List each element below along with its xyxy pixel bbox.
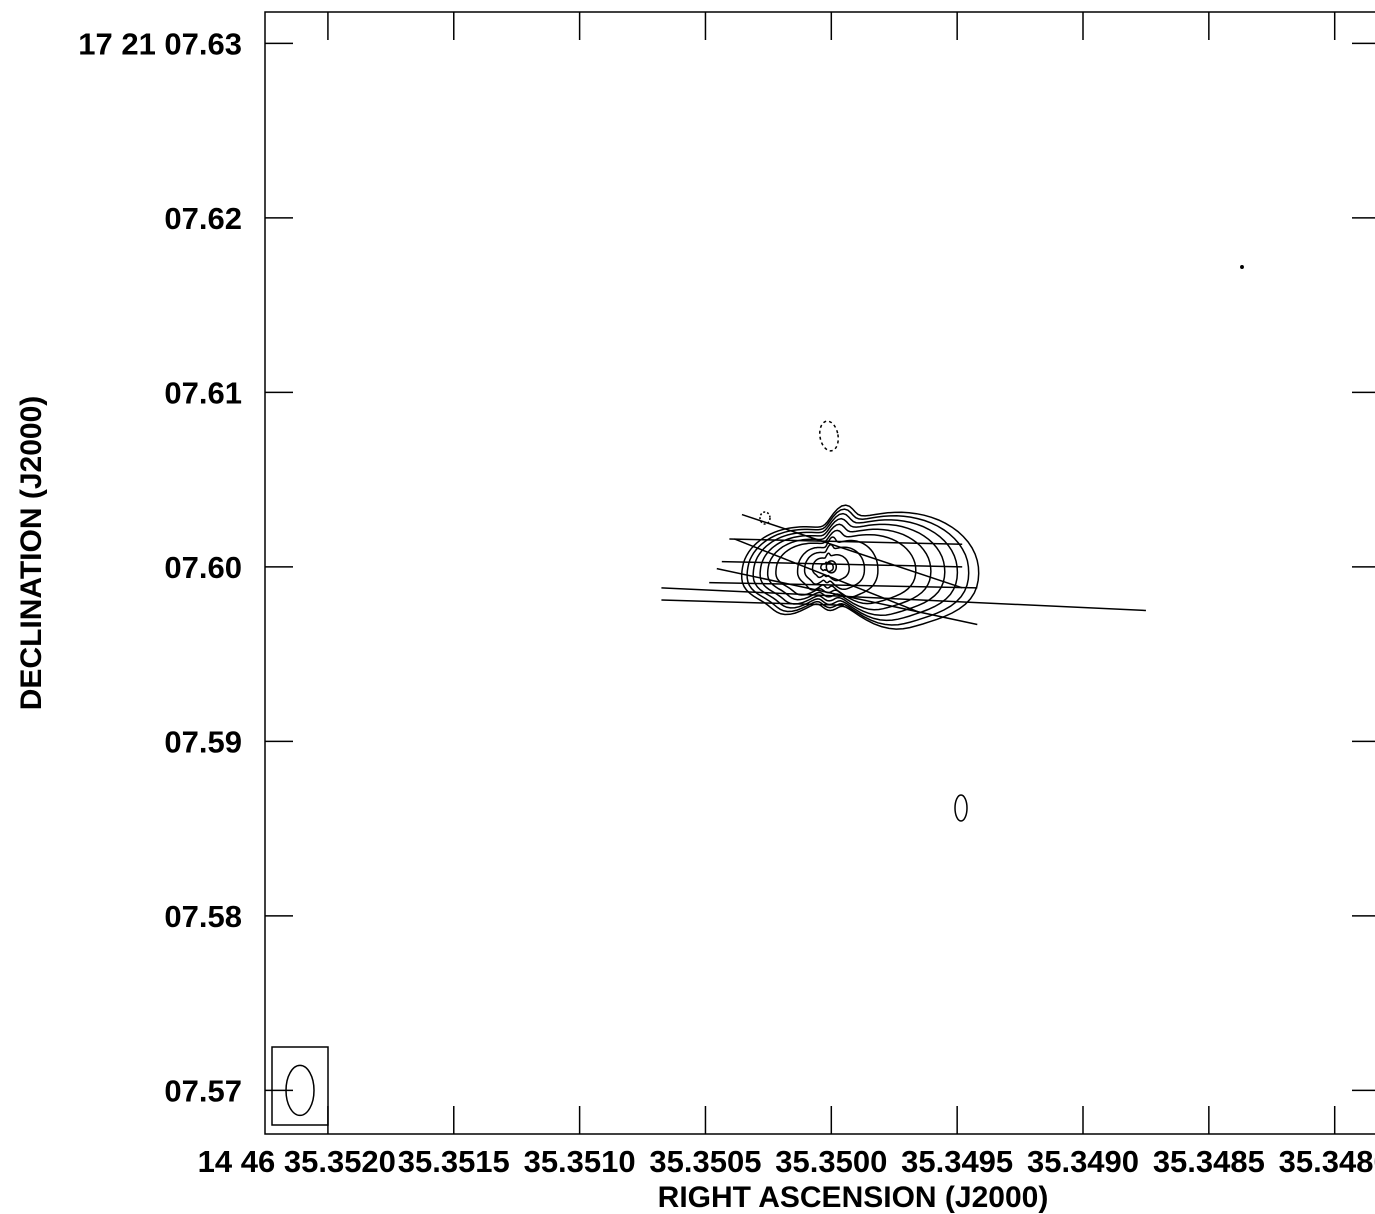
y-tick-label: 07.58 [164, 899, 242, 934]
x-tick-label: 35.3500 [775, 1144, 887, 1179]
polarization-vector [741, 513, 963, 589]
plot-frame [264, 11, 1375, 1135]
beam-frame [271, 1046, 329, 1126]
y-tick-label: 07.60 [164, 550, 242, 585]
beam-ellipse [285, 1064, 315, 1117]
noise-contours [759, 265, 1244, 822]
y-tick-labels: 17 21 07.63 07.62 07.61 07.60 07.59 07.58 07.5… [78, 26, 242, 1108]
polarization-vectors [661, 513, 1146, 626]
polarization-vector [661, 599, 844, 607]
contour-level [740, 504, 980, 630]
contour-level [775, 529, 917, 605]
contour-level [759, 517, 946, 617]
tick-marks [265, 12, 1375, 1134]
x-tick-label: 35.3485 [1153, 1144, 1265, 1179]
x-tick-label: 35.3495 [901, 1144, 1013, 1179]
contour-level [746, 508, 970, 626]
x-tick-label: 14 46 35.3520 [198, 1144, 396, 1179]
contour-level [752, 512, 959, 622]
x-tick-label: 35.3490 [1027, 1144, 1139, 1179]
polarization-vector [661, 587, 1146, 612]
contour-level [796, 536, 879, 598]
contour-level [766, 523, 932, 611]
y-tick-label: 07.59 [164, 724, 242, 759]
y-tick-label: 07.61 [164, 375, 242, 410]
x-axis-title: RIGHT ASCENSION (J2000) [658, 1181, 1049, 1214]
polarization-vector [709, 581, 978, 589]
y-tick-label: 07.57 [164, 1073, 242, 1108]
noise-dot [1240, 265, 1244, 269]
y-tick-label: 07.62 [164, 201, 242, 236]
beam-box [271, 1046, 329, 1126]
polarization-vector [734, 538, 920, 613]
x-tick-label: 35.3510 [524, 1144, 636, 1179]
contour-level [811, 552, 850, 582]
x-tick-labels: 14 46 35.3520 35.3515 35.3510 35.3505 35.350… [198, 1144, 1375, 1179]
noise-contour [954, 794, 968, 822]
peak-contour [825, 560, 838, 574]
contour-level [803, 543, 866, 591]
x-tick-label: 35.3505 [649, 1144, 761, 1179]
polarization-vector [729, 538, 963, 545]
negative-contour [819, 420, 839, 452]
x-tick-label: 35.3480 [1279, 1144, 1375, 1179]
x-tick-label: 35.3515 [398, 1144, 510, 1179]
y-tick-label: 17 21 07.63 [78, 26, 242, 61]
source-contours [740, 504, 980, 630]
y-axis-title: DECLINATION (J2000) [15, 396, 48, 711]
polarization-vector [721, 560, 963, 568]
negative-contour [759, 511, 771, 525]
